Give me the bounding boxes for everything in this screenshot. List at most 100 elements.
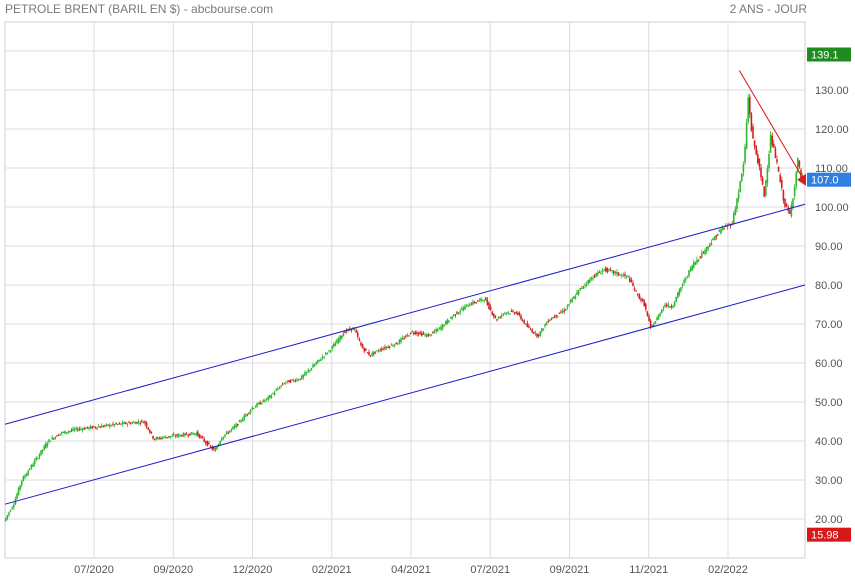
candle-body: [328, 350, 330, 352]
candle-body: [278, 388, 281, 390]
candle-body: [473, 301, 476, 303]
candle-body: [411, 331, 413, 333]
candle-body: [325, 352, 327, 355]
candle-body: [680, 287, 682, 291]
candle-body: [152, 435, 154, 439]
candle-body: [201, 436, 204, 439]
candle-body: [264, 400, 266, 402]
candle-body: [603, 269, 605, 271]
candle-body: [323, 356, 325, 358]
candle-body: [752, 126, 754, 139]
candle-body: [37, 458, 39, 460]
candle-body: [387, 347, 389, 349]
candle-body: [30, 464, 33, 469]
candle-body: [595, 273, 597, 276]
badge-low-bg: [807, 527, 851, 542]
candle-body: [168, 436, 170, 438]
candle-body: [133, 422, 135, 424]
candle-body: [61, 432, 63, 434]
candle-body: [161, 437, 164, 439]
price-badges: 139.1 107.0 15.98: [807, 47, 851, 542]
y-tick-label: 20.00: [815, 514, 843, 526]
candle-body: [297, 379, 300, 381]
candle-body: [747, 97, 749, 123]
channel-lower-line: [4, 284, 806, 505]
candle-body: [630, 279, 633, 282]
candle-body: [656, 317, 658, 321]
candle-body: [592, 278, 594, 280]
candle-body: [713, 237, 716, 241]
candle-body: [318, 359, 321, 361]
candle-body: [689, 267, 692, 271]
candle-body: [209, 446, 212, 448]
candle-body: [192, 433, 194, 435]
candle-body: [491, 311, 493, 315]
candle-body: [365, 348, 367, 351]
candle-body: [507, 312, 509, 314]
candle-body: [429, 333, 431, 335]
candle-body: [673, 302, 676, 307]
candle-body: [758, 158, 761, 167]
candle-body: [726, 226, 729, 228]
candle-body: [480, 298, 482, 301]
candle-body: [54, 436, 57, 439]
candle-body: [67, 431, 69, 433]
candle-body: [456, 312, 458, 314]
candle-body: [339, 335, 341, 341]
candle-body: [435, 329, 437, 332]
candle-body: [475, 302, 477, 304]
candle-body: [376, 350, 378, 352]
candle-body: [405, 336, 407, 338]
candle-body: [216, 446, 218, 450]
candle-body: [373, 352, 375, 355]
candle-body: [696, 259, 698, 263]
candle-body: [248, 412, 250, 414]
candle-body: [309, 370, 311, 372]
candle-body: [665, 305, 668, 307]
candle-body: [187, 435, 189, 437]
candle-body: [654, 321, 657, 325]
candle-body: [315, 362, 317, 365]
candle-body: [158, 438, 161, 440]
candle-body: [342, 333, 345, 337]
candle-body: [384, 346, 386, 349]
candle-body: [40, 450, 42, 455]
candle-body: [560, 311, 562, 313]
candle-body: [486, 299, 489, 305]
candle-body: [269, 395, 271, 398]
candle-body: [272, 393, 274, 395]
candle-body: [302, 374, 305, 378]
candle-body: [648, 316, 650, 321]
candle-body: [701, 253, 703, 258]
candle-body: [273, 392, 276, 395]
candle-body: [379, 349, 381, 351]
candle-body: [651, 325, 653, 327]
candle-body: [97, 426, 100, 428]
candle-body: [779, 174, 781, 182]
candle-body: [720, 229, 722, 234]
candle-body: [646, 311, 649, 316]
candle-body: [171, 435, 173, 437]
candle-body: [11, 507, 13, 509]
candle-body: [777, 167, 780, 172]
candle-body: [259, 402, 261, 405]
candle-body: [240, 420, 242, 422]
chart-period: 2 ANS - JOUR: [729, 2, 807, 16]
x-tick-label: 09/2020: [153, 564, 193, 576]
candle-body: [667, 303, 669, 307]
candle-body: [697, 259, 700, 262]
x-tick-label: 07/2021: [470, 564, 510, 576]
candle-body: [685, 278, 687, 281]
candle-body: [645, 303, 647, 310]
candle-body: [542, 328, 545, 330]
candle-body: [368, 351, 370, 356]
candle-body: [718, 230, 721, 232]
candle-body: [728, 223, 730, 225]
candle-body: [597, 272, 599, 276]
candle-body: [574, 296, 577, 299]
candle-body: [397, 343, 399, 345]
candle-body: [465, 304, 468, 306]
candle-body: [109, 424, 111, 427]
candle-body: [142, 422, 145, 424]
